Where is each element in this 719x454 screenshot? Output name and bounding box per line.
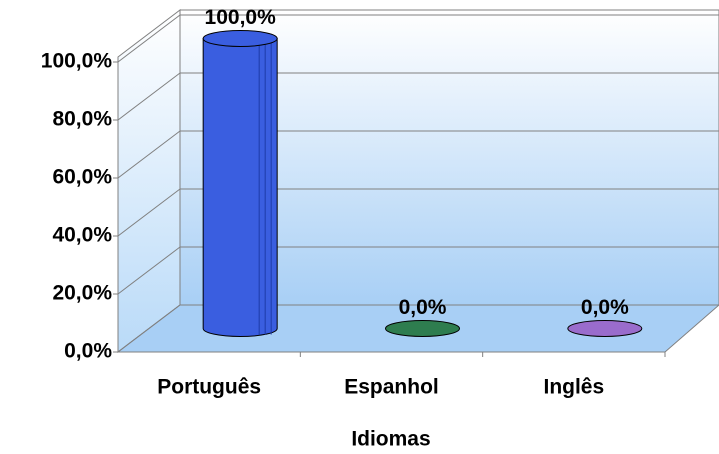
y-tick-label: 80,0% (52, 108, 112, 131)
bar-top (202, 30, 278, 47)
grid-line (117, 188, 181, 237)
bar-top (567, 320, 643, 337)
side-wall (117, 8, 181, 354)
grid-line (117, 72, 181, 121)
value-label: 100,0% (205, 6, 277, 29)
x-axis-title: Idiomas (351, 428, 430, 451)
x-tick-label: Português (157, 376, 261, 399)
grid-line (117, 14, 181, 63)
x-tick-label: Espanhol (344, 376, 439, 399)
cylinder (385, 320, 460, 337)
bar (202, 38, 278, 337)
y-tick-label: 40,0% (52, 224, 112, 247)
bar-top (385, 320, 460, 337)
x-tick-label: Inglês (543, 376, 604, 399)
y-tick-label: 60,0% (52, 166, 112, 189)
value-label: 0,0% (399, 296, 447, 319)
grid-line (117, 246, 181, 295)
cylinder (567, 320, 643, 337)
y-tick-label: 20,0% (52, 282, 112, 305)
cylinder (202, 30, 278, 337)
grid-line (117, 130, 181, 179)
grid-line (117, 304, 181, 353)
y-tick-label: 0,0% (64, 340, 112, 363)
value-label: 0,0% (581, 296, 629, 319)
y-tick-label: 100,0% (41, 50, 113, 73)
